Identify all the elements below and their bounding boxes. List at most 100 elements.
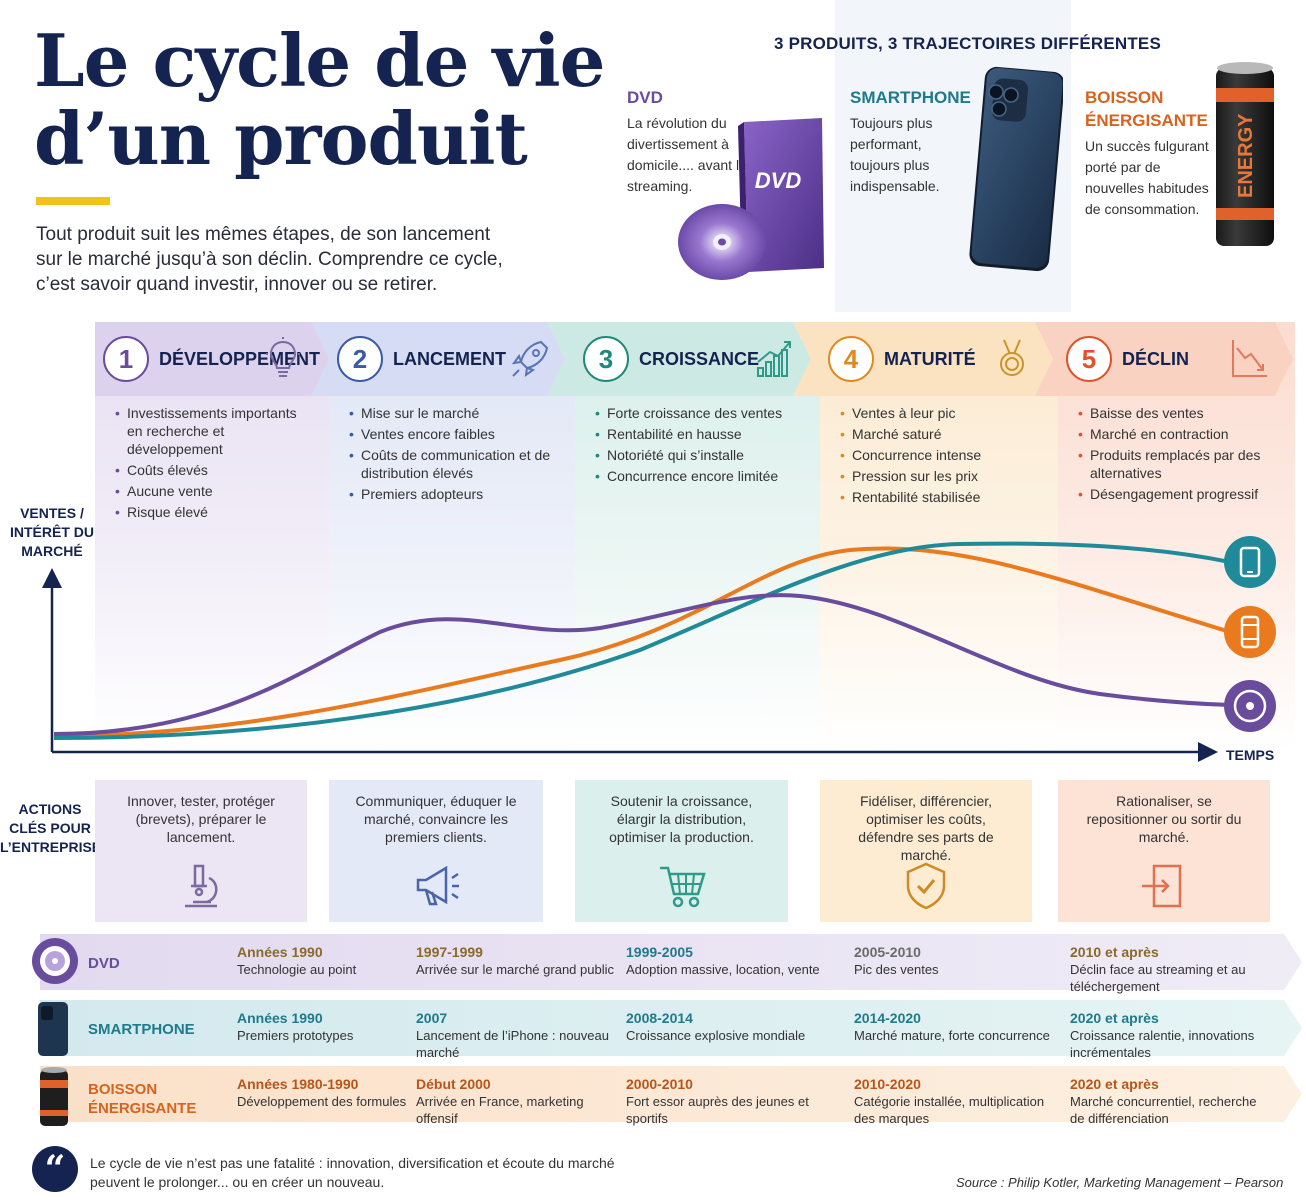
timeline-text: Adoption massive, location, vente — [626, 962, 820, 977]
cart-icon — [656, 860, 708, 912]
action-box-4: Fidéliser, différencier, optimiser les c… — [820, 780, 1032, 922]
timeline-cell: 2020 et après Marché concurrentiel, reche… — [1070, 1076, 1270, 1127]
timeline-cell: Années 1990 Premiers prototypes — [237, 1010, 437, 1044]
title-line-1: Le cycle de vie — [34, 18, 605, 103]
product-energy-desc: Un succès fulgurant porté par de nouvell… — [1085, 138, 1209, 217]
exit-icon — [1138, 860, 1190, 912]
smartphone-curve — [53, 541, 1231, 740]
timeline-year: 2008-2014 — [626, 1010, 693, 1026]
timeline-text: Arrivée sur le marché grand public — [416, 962, 614, 977]
stage-header-1: 1 DÉVELOPPEMENT — [95, 322, 320, 396]
medal-icon — [992, 336, 1032, 380]
action-box-3: Soutenir la croissance, élargir la distr… — [575, 780, 788, 922]
energy-can-label: ENERGY — [1235, 113, 1257, 198]
timeline-year: Début 2000 — [416, 1076, 491, 1092]
stage-number: 3 — [583, 336, 629, 382]
stage-header-4: 4 MATURITÉ — [820, 322, 1048, 396]
timeline-text: Marché mature, forte concurrence — [854, 1028, 1050, 1043]
intro-text: Tout produit suit les mêmes étapes, de s… — [36, 224, 503, 295]
timeline-row-name: BOISSON ÉNERGISANTE — [88, 1081, 197, 1117]
action-text: Fidéliser, différencier, optimiser les c… — [858, 793, 994, 863]
actions-label: ACTIONS CLÉS POUR L’ENTREPRISE — [0, 801, 102, 855]
dvd-row-icon — [32, 938, 78, 984]
timeline-cell: 2010 et après Déclin face au streaming et… — [1070, 944, 1270, 995]
stage-bullets-5: Baisse des ventes Marché en contraction Pr… — [1078, 404, 1281, 506]
stage-bullet: Risque élevé — [115, 503, 315, 521]
title-accent-bar — [36, 197, 110, 205]
timeline-year: 2005-2010 — [854, 944, 921, 960]
stage-bullet: Désengagement progressif — [1078, 485, 1281, 503]
product-energy: BOISSON ÉNERGISANTE Un succès fulgurant … — [1085, 86, 1215, 220]
shield-icon — [900, 860, 952, 912]
timeline-year: 1997-1999 — [416, 944, 483, 960]
action-text: Communiquer, éduquer le marché, convainc… — [355, 793, 517, 845]
timeline-cell: 2000-2010 Fort essor auprès des jeunes et… — [626, 1076, 826, 1127]
timeline-cell: 1999-2005 Adoption massive, location, ven… — [626, 944, 826, 978]
lifecycle-chart — [42, 536, 1276, 762]
timeline-cell: Années 1980-1990 Développement des formul… — [237, 1076, 437, 1110]
product-smartphone-name: SMARTPHONE — [850, 88, 971, 107]
stage-bullet: Mise sur le marché — [349, 404, 561, 422]
energy-drink-curve — [53, 546, 1231, 738]
microscope-icon — [175, 860, 227, 912]
products-heading: 3 PRODUITS, 3 TRAJECTOIRES DIFFÉRENTES — [774, 34, 1162, 53]
quote-text: Le cycle de vie n’est pas une fatalité :… — [90, 1155, 615, 1190]
product-smartphone-desc: Toujours plus performant, toujours plus … — [850, 115, 940, 194]
stage-bullet: Aucune vente — [115, 482, 315, 500]
timeline-cell: 2014-2020 Marché mature, forte concurrenc… — [854, 1010, 1054, 1044]
timeline-year: 2010-2020 — [854, 1076, 921, 1092]
stage-bullet: Marché saturé — [840, 425, 1044, 443]
timeline-text: Lancement de l’iPhone : nouveau marché — [416, 1028, 609, 1060]
timeline-cell: 2005-2010 Pic des ventes — [854, 944, 1054, 978]
timeline-text: Catégorie installée, multiplication des … — [854, 1094, 1045, 1126]
timeline-text: Croissance explosive mondiale — [626, 1028, 806, 1043]
stage-title: CROISSANCE — [639, 348, 760, 369]
stage-bullet: Baisse des ventes — [1078, 404, 1281, 422]
product-dvd: DVD La révolution du divertissement à do… — [627, 86, 747, 197]
timeline-cell: 1997-1999 Arrivée sur le marché grand pub… — [416, 944, 616, 978]
timeline-bands — [40, 934, 1302, 1122]
dvd-illustration-icon: DVD — [678, 118, 824, 280]
smartphone-row-icon — [38, 1002, 68, 1056]
timeline-cell: 2010-2020 Catégorie installée, multiplica… — [854, 1076, 1054, 1127]
timeline-year: Années 1990 — [237, 944, 323, 960]
action-text: Innover, tester, protéger (brevets), pré… — [127, 793, 275, 845]
page-title: Le cycle de vie d’un produit — [34, 22, 634, 178]
energy-can-row-icon — [40, 1067, 68, 1126]
stage-bullet: Notoriété qui s’installe — [595, 446, 806, 464]
product-energy-name: BOISSON ÉNERGISANTE — [1085, 88, 1208, 130]
quote-icon: “ — [32, 1146, 78, 1192]
stage-title: DÉCLIN — [1122, 348, 1189, 369]
source-text: Source : Philip Kotler, Marketing Manage… — [956, 1175, 1284, 1190]
stage-bullets-2: Mise sur le marché Ventes encore faibles C… — [349, 404, 561, 506]
timeline-year: 1999-2005 — [626, 944, 693, 960]
rocket-icon — [509, 336, 549, 380]
timeline-row-name: DVD — [88, 955, 120, 972]
action-box-1: Innover, tester, protéger (brevets), pré… — [95, 780, 307, 922]
y-axis-label: VENTES / INTÉRÊT DU MARCHÉ — [10, 505, 94, 559]
timeline-cell: 2020 et après Croissance ralentie, innova… — [1070, 1010, 1270, 1061]
stage-bullet: Ventes encore faibles — [349, 425, 561, 443]
timeline-text: Développement des formules — [237, 1094, 407, 1109]
timeline-text: Premiers prototypes — [237, 1028, 354, 1043]
stage-title: MATURITÉ — [884, 348, 976, 369]
timeline-text: Pic des ventes — [854, 962, 939, 977]
energy-can-end-icon — [1224, 606, 1276, 658]
stage-bullets-1: Investissements importants en recherche … — [115, 404, 315, 524]
timeline-cell: Années 1990 Technologie au point — [237, 944, 437, 978]
stage-bullet: Rentabilité en hausse — [595, 425, 806, 443]
timeline-text: Fort essor auprès des jeunes et sportifs — [626, 1094, 809, 1126]
timeline-row-name: SMARTPHONE — [88, 1021, 195, 1038]
timeline-text: Déclin face au streaming et au télécherg… — [1070, 962, 1246, 994]
stage-number: 1 — [103, 336, 149, 382]
timeline-text: Technologie au point — [237, 962, 357, 977]
action-box-2: Communiquer, éduquer le marché, convainc… — [329, 780, 543, 922]
stage-header-5: 5 DÉCLIN — [1058, 322, 1285, 396]
stage-title: LANCEMENT — [393, 348, 506, 369]
energy-can-illustration-icon: ENERGY — [1216, 62, 1274, 246]
stage-bullets-4: Ventes à leur pic Marché saturé Concurrenc… — [840, 404, 1044, 509]
stage-number: 2 — [337, 336, 383, 382]
product-dvd-desc: La révolution du divertissement à domici… — [627, 115, 747, 194]
growth-chart-icon — [754, 336, 794, 380]
timeline-year: 2020 et après — [1070, 1010, 1159, 1026]
